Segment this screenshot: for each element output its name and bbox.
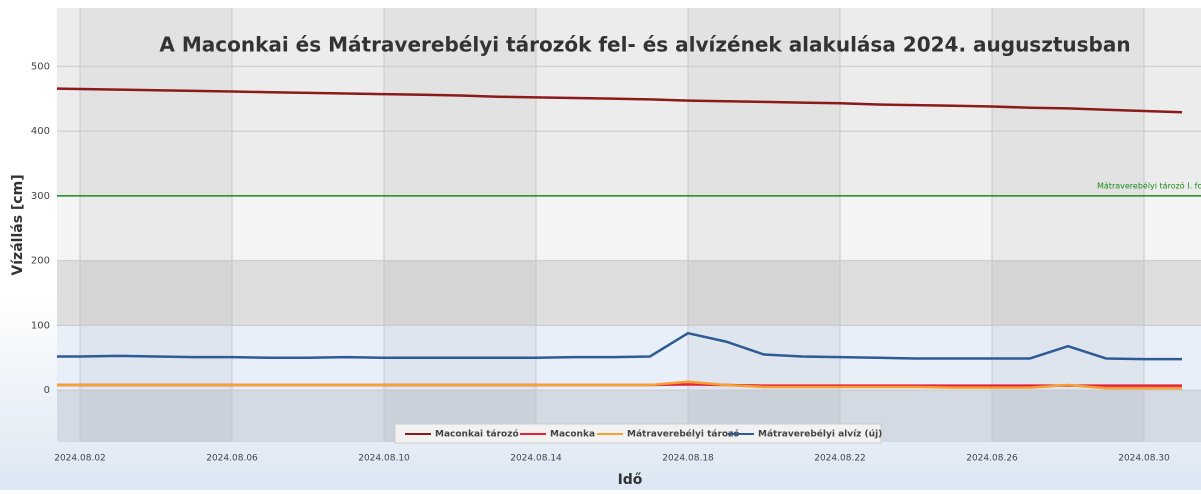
plot-background [57, 8, 1201, 442]
x-tick-label: 2024.08.18 [662, 454, 714, 464]
y-tick-label: 500 [31, 61, 50, 72]
legend-box [394, 423, 882, 444]
series-line [57, 380, 1182, 390]
band [57, 195, 1201, 261]
y-tick-label: 400 [31, 126, 50, 137]
legend-label: Maconka [550, 430, 595, 440]
band [688, 8, 840, 442]
band [57, 260, 1201, 326]
series-line [57, 87, 1183, 114]
threshold-label: Mátraverebélyi tározó I. fok [1097, 180, 1201, 190]
x-tick-label: 2024.08.14 [510, 454, 562, 464]
band [384, 8, 536, 442]
chart-title: A Maconkai és Mátraverebélyi tározók fel… [159, 33, 1130, 57]
x-tick-label: 2024.08.26 [966, 454, 1018, 464]
y-tick-label: 0 [44, 385, 50, 396]
x-tick-label: 2024.08.10 [358, 454, 410, 464]
legend-label: Mátraverebélyi tározó [627, 429, 740, 440]
series-line [57, 331, 1182, 361]
band [992, 8, 1144, 442]
y-tick-label: 100 [31, 320, 50, 331]
legend-label: Maconkai tározó [435, 429, 519, 440]
legend: Maconkai tározó Maconka Mátraverebélyi tár… [394, 423, 882, 444]
band [80, 8, 232, 442]
plot-area: Mátraverebélyi tározó I. fok [57, 8, 1201, 442]
x-tick-label: 2024.08.06 [206, 454, 258, 464]
x-tick-label: 2024.08.22 [814, 454, 866, 464]
x-axis-label: Idő [618, 472, 643, 488]
x-tick-label: 2024.08.30 [1118, 454, 1170, 464]
y-tick-label: 200 [31, 256, 50, 267]
legend-label: Mátraverebélyi alvíz (új) [758, 429, 882, 440]
x-tick-label: 2024.08.02 [54, 454, 106, 464]
y-axis-label: Vízállás [cm] [10, 174, 26, 275]
y-tick-label: 300 [31, 191, 50, 202]
